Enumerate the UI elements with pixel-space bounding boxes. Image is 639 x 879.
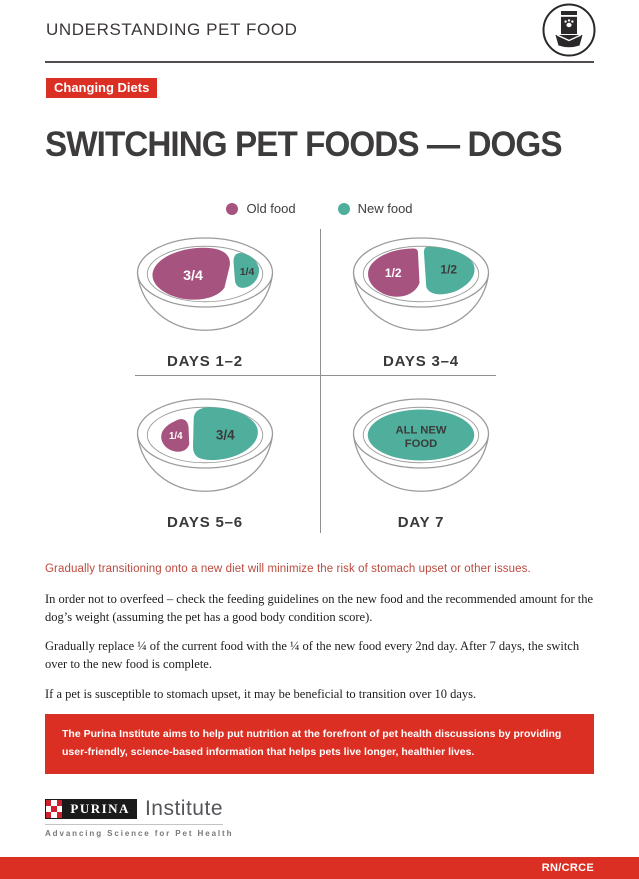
day-label: DAYS 3–4	[383, 353, 459, 371]
bottom-bar: RN/CRCE	[0, 857, 639, 879]
all-new-food-line1: ALL NEW	[395, 425, 446, 437]
day-label: DAYS 1–2	[167, 353, 243, 371]
legend: Old food New food	[0, 201, 639, 216]
highlight-sentence: Gradually transitioning onto a new diet …	[45, 563, 531, 575]
fraction-old: 1/4	[169, 431, 183, 442]
brand-tagline: Advancing Science for Pet Health	[45, 829, 234, 838]
new-food-dot-icon	[337, 202, 350, 215]
paragraph-replace: Gradually replace ¼ of the current food …	[45, 639, 580, 672]
page-eyebrow: UNDERSTANDING PET FOOD	[46, 20, 298, 39]
doc-code: RN/CRCE	[541, 862, 594, 874]
bowl-diagram-2: 1/2 1/2	[352, 237, 490, 331]
legend-new-food: New food	[337, 201, 413, 216]
fraction-new: 1/4	[240, 266, 255, 278]
day-label: DAYS 5–6	[167, 514, 243, 532]
bowl-days-5-6: 1/4 3/4 DAYS 5–6	[130, 396, 280, 531]
bowl-diagram-1: 3/4 1/4	[136, 237, 274, 331]
legend-old-food: Old food	[226, 201, 296, 216]
body-text: In order not to overfeed – check the fee…	[45, 590, 594, 714]
bowl-diagram-3: 1/4 3/4	[136, 398, 274, 492]
pet-food-icon	[541, 2, 597, 63]
paragraph-overfeed: In order not to overfeed – check the fee…	[45, 592, 594, 625]
bowl-diagram-4: ALL NEW FOOD	[352, 398, 490, 492]
purina-checkerboard-icon	[45, 799, 64, 819]
legend-new-label: New food	[357, 201, 413, 216]
purina-institute-callout: The Purina Institute aims to help put nu…	[45, 714, 594, 774]
brand-row: PURINA Institute	[45, 797, 223, 820]
diagram-vertical-divider	[320, 229, 321, 533]
fraction-old: 1/2	[385, 266, 402, 280]
old-food-dot-icon	[226, 202, 239, 215]
paragraph-susceptible: If a pet is susceptible to stomach upset…	[45, 686, 477, 701]
header-divider	[45, 61, 594, 63]
footer-divider	[45, 824, 223, 825]
bowl-days-3-4: 1/2 1/2 DAYS 3–4	[346, 235, 496, 370]
bowl-day-7: ALL NEW FOOD DAY 7	[346, 396, 496, 531]
fraction-new: 1/2	[440, 262, 457, 276]
bowl-days-1-2: 3/4 1/4 DAYS 1–2	[130, 235, 280, 370]
fraction-new: 3/4	[216, 428, 235, 443]
diagram-horizontal-divider	[135, 375, 496, 376]
all-new-food-line2: FOOD	[405, 438, 438, 450]
page-title: SWITCHING PET FOODS — DOGS	[45, 125, 563, 164]
day-label: DAY 7	[397, 514, 445, 532]
legend-old-label: Old food	[246, 201, 296, 216]
purina-wordmark: PURINA	[63, 799, 137, 819]
fraction-old: 3/4	[183, 268, 203, 284]
institute-wordmark: Institute	[144, 797, 223, 820]
footer-brand: PURINA Institute Advancing Science for P…	[45, 797, 234, 838]
section-tag: Changing Diets	[46, 78, 158, 98]
